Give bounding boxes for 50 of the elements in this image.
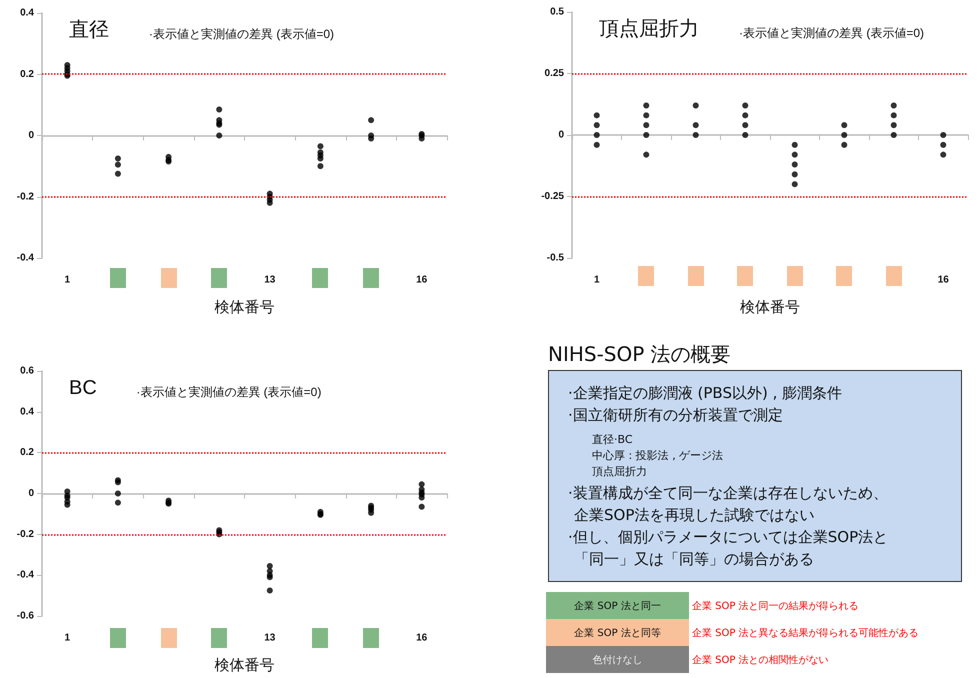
text: NIHS-SOP 法の概要 <box>548 341 731 368</box>
x-tick-label: 16 <box>416 632 428 644</box>
y-tick-label: -0.4 <box>16 252 34 264</box>
text: ·国立衛研所有の分析装置で測定 <box>568 406 783 425</box>
chart-title: 直径 <box>69 19 109 41</box>
text: 企業SOP法を再現した試験ではない <box>574 506 814 525</box>
y-tick-label: 0 <box>28 488 34 499</box>
y-tick-label: 0.4 <box>20 406 34 418</box>
text: 「同一」又は「同等」の場合がある <box>574 550 814 569</box>
y-tick-label: 0 <box>558 130 564 140</box>
chart-title: BC <box>69 377 97 399</box>
text: 色付けなし <box>546 646 689 673</box>
text: ·表示値と実測値の差異 (表示値=0) <box>739 26 924 40</box>
x-axis-title: 検体番号 <box>214 299 274 316</box>
y-tick-label: 0.2 <box>20 68 34 80</box>
y-tick-label: -0.4 <box>16 570 34 581</box>
y-tick-label: -0.2 <box>16 191 34 202</box>
y-tick-label: 0.6 <box>20 366 34 376</box>
text: 直径·BC <box>592 432 633 447</box>
text: ·表示値と実測値の差異 (表示値=0) <box>149 27 334 41</box>
text: ·表示値と実測値の差異 (表示値=0) <box>136 385 322 399</box>
y-tick-label: 0.4 <box>20 8 34 18</box>
text: ·装置構成が全て同一な企業は存在しないため、 <box>568 484 888 503</box>
x-tick-label: 16 <box>416 274 428 286</box>
y-tick-label: 0.25 <box>544 68 564 79</box>
text: 企業 SOP 法と同一 <box>546 592 689 619</box>
text: 中心厚 : 投影法 , ゲージ法 <box>592 448 724 463</box>
text: 企業 SOP 法と異なる結果が得られる可能性がある <box>692 626 919 640</box>
text: ·企業指定の膨潤液 (PBS以外) , 膨潤条件 <box>568 384 842 403</box>
text: 企業 SOP 法と同一の結果が得られる <box>692 600 859 613</box>
x-tick-label: 16 <box>938 274 950 286</box>
y-tick-label: 0.5 <box>550 6 564 18</box>
text: 頂点屈折力 <box>592 464 647 479</box>
y-tick-label: -0.25 <box>541 191 564 202</box>
y-tick-label: 0.2 <box>20 447 34 458</box>
x-tick-label: 1 <box>64 632 71 644</box>
x-tick-label: 1 <box>594 274 600 286</box>
text: 企業 SOP 法と同等 <box>546 619 689 646</box>
y-tick-label: 0 <box>28 130 34 141</box>
x-axis-title: 検体番号 <box>740 299 800 316</box>
y-tick-label: -0.2 <box>16 528 34 540</box>
y-tick-label: -0.6 <box>16 610 34 622</box>
y-tick-label: -0.5 <box>546 252 564 264</box>
x-tick-label: 13 <box>264 274 276 286</box>
chart-title: 頂点屈折力 <box>599 18 699 40</box>
text: ·但し、個別パラメータについては企業SOP法と <box>568 528 888 547</box>
x-tick-label: 1 <box>64 274 71 286</box>
x-axis-title: 検体番号 <box>214 657 274 674</box>
x-tick-label: 13 <box>264 632 276 644</box>
text: 企業 SOP 法との相関性がない <box>692 654 829 667</box>
